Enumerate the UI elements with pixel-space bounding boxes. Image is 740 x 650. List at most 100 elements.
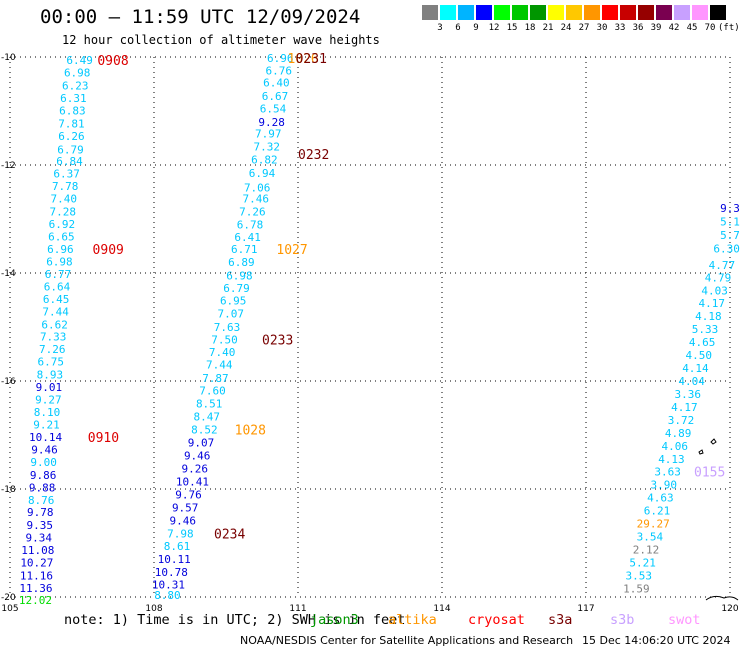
wave-height-value: 7.26: [39, 343, 66, 356]
wave-height-value: 8.76: [28, 494, 55, 507]
color-scale-swatch: [548, 5, 564, 20]
wave-height-value: 1.59: [623, 582, 650, 595]
pass-time-labels: 0908 0909 0910 1026 1027 1028 0231 0232 0233 0234…: [88, 52, 726, 542]
wave-height-value: 4.18: [695, 310, 722, 323]
wave-height-value: 9.46: [31, 444, 58, 457]
wave-height-value: 6.83: [59, 104, 86, 117]
wave-height-value: 6.94: [249, 167, 276, 180]
wave-height-value: 4.04: [678, 375, 705, 388]
wave-height-value: 6.49: [66, 54, 93, 67]
wave-height-value: 6.71: [231, 243, 258, 256]
pass-time-label: 0155: [694, 466, 725, 481]
pass-time-label: 1026: [287, 52, 318, 67]
color-scale-label: 30: [596, 23, 608, 33]
pass-time-label: 0910: [88, 431, 119, 446]
wave-height-value: 6.98: [226, 270, 253, 283]
wave-height-value: 4.79: [705, 271, 732, 284]
color-scale-swatch: [710, 5, 726, 20]
color-scale-label: 12: [488, 23, 500, 33]
wave-height-value: 12.02: [19, 594, 52, 607]
wave-height-value: 6.84: [56, 155, 83, 168]
wave-height-value: 3.72: [668, 414, 695, 427]
color-scale-swatch: [656, 5, 672, 20]
longitude-tick-label: 111: [289, 604, 306, 614]
wave-height-value: 4.63: [647, 492, 674, 505]
wave-height-value: 10.11: [158, 553, 191, 566]
wave-height-value: 5.1: [720, 216, 740, 229]
wave-height-value: 6.62: [41, 318, 68, 331]
pass-time-label: 0908: [97, 54, 128, 69]
satellite-legend-entry: s3b: [610, 612, 635, 628]
color-scale-swatch: [512, 5, 528, 20]
wave-height-value: 4.03: [701, 284, 728, 297]
wave-height-value: 9.26: [182, 462, 209, 475]
pass-time-label: 0231: [296, 52, 327, 67]
color-scale-swatch: [530, 5, 546, 20]
wave-height-value: 10.14: [29, 431, 62, 444]
wave-height-value: 7.32: [254, 141, 281, 154]
wave-height-value: 4.65: [689, 336, 716, 349]
wave-height-value: 6.31: [60, 92, 87, 105]
credit-line: NOAA/NESDIS Center for Satellite Applica…: [240, 634, 574, 647]
color-scale-label: 33: [614, 23, 626, 33]
color-scale-label: 27: [578, 23, 590, 33]
wave-height-value: 8.61: [164, 540, 191, 553]
color-scale-label: 24: [560, 23, 572, 33]
wave-height-value: 6.54: [260, 102, 287, 115]
wave-height-value: 4.89: [665, 427, 692, 440]
map-title: 00:00 — 11:59 UTC 12/09/2024: [40, 6, 361, 28]
color-scale-swatch: [584, 5, 600, 20]
longitude-tick-label: 120: [721, 604, 738, 614]
pass-time-label: 1028: [235, 424, 266, 439]
wave-height-value: 5.7: [720, 229, 740, 242]
map-subtitle: 12 hour collection of altimeter wave hei…: [62, 33, 380, 47]
wave-height-value: 7.28: [50, 205, 77, 218]
wave-height-value: 8.51: [196, 398, 223, 411]
wave-height-value: 6.82: [251, 154, 278, 167]
axis-tick-labels: 105 108 111 114 117 120 -10 -12 -14 -16 -18 -20: [1, 53, 739, 614]
pass-time-label: 0909: [93, 243, 124, 258]
wave-height-value: 10.27: [20, 556, 53, 569]
wave-height-value: 6.30: [713, 243, 740, 256]
wave-height-value: 7.87: [202, 372, 229, 385]
pass-time-label: 0233: [262, 333, 293, 348]
wave-height-value: 7.07: [218, 308, 245, 321]
wave-height-value: 9.57: [172, 501, 199, 514]
wave-height-value: 7.97: [255, 128, 282, 141]
wave-height-value: 6.40: [263, 76, 290, 89]
wave-height-value: 3.36: [675, 388, 702, 401]
wave-height-value: 10.41: [176, 475, 209, 488]
color-scale-swatch: [638, 5, 654, 20]
wave-height-value: 10.31: [152, 579, 185, 592]
wave-height-value: 7.46: [243, 192, 270, 205]
wave-height-value: 4.17: [671, 401, 698, 414]
wave-height-value: 3.90: [651, 479, 678, 492]
wave-height-value: 6.45: [43, 293, 70, 306]
wave-height-value: 7.33: [40, 331, 67, 344]
wave-height-value: 7.40: [209, 346, 236, 359]
wave-height-value: 9.46: [170, 514, 197, 527]
color-scale-label: 6: [455, 23, 461, 33]
wave-height-value: 3.54: [637, 531, 664, 544]
wave-height-value: 9.46: [184, 450, 211, 463]
color-scale-label: 45: [686, 23, 698, 33]
latitude-tick-label: -16: [1, 377, 16, 387]
wave-height-value: 3.63: [654, 466, 681, 479]
wave-height-value: 9.27: [35, 393, 62, 406]
wave-height-value: 7.81: [58, 117, 85, 130]
wave-height-value: 7.98: [167, 527, 194, 540]
latitude-tick-label: -12: [1, 161, 16, 171]
wave-height-value: 4.50: [686, 349, 713, 362]
wave-height-value: 7.63: [214, 321, 241, 334]
wave-height-value: 6.92: [49, 218, 76, 231]
issued-timestamp: 15 Dec 14:06:20 UTC 2024: [582, 634, 731, 647]
wave-height-value: 8.52: [191, 424, 218, 437]
longitude-tick-label: 114: [433, 604, 450, 614]
wave-height-value: 8.47: [194, 411, 221, 424]
wave-height-value: 9.34: [26, 532, 53, 545]
color-scale-swatch: [620, 5, 636, 20]
wave-height-value: 8.80: [154, 589, 181, 602]
pass-time-label: 0234: [214, 527, 245, 542]
wave-height-value: 9.01: [36, 381, 63, 394]
